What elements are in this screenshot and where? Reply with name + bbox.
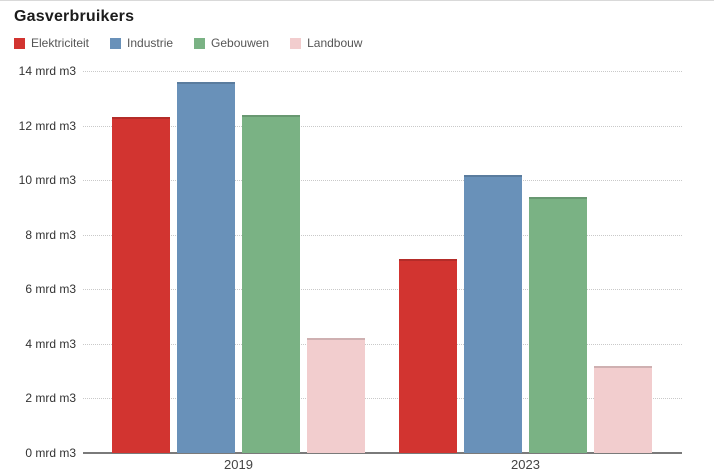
bar-2019-landbouw[interactable]: [307, 338, 365, 453]
legend-swatch-icon: [194, 37, 206, 49]
gridline-10: [83, 180, 682, 182]
x-axis-line: [83, 452, 682, 454]
bar-2019-industrie[interactable]: [177, 82, 235, 453]
legend-label: Elektriciteit: [31, 36, 90, 50]
y-tick-label-6: 6 mrd m3: [25, 282, 76, 297]
legend-item-gebouwen[interactable]: Gebouwen: [194, 36, 269, 50]
chart-legend: Elektriciteit Industrie Gebouwen Landbouw: [14, 36, 362, 50]
y-tick-label-8: 8 mrd m3: [25, 227, 76, 242]
legend-swatch-icon: [110, 37, 122, 49]
y-tick-label-10: 10 mrd m3: [18, 173, 76, 188]
y-tick-label-14: 14 mrd m3: [18, 64, 76, 78]
gridline-4: [83, 343, 682, 345]
y-tick-label-2: 2 mrd m3: [25, 391, 76, 406]
plot-area: [83, 71, 682, 454]
gridline-12: [83, 125, 682, 127]
legend-item-landbouw[interactable]: Landbouw: [290, 36, 362, 50]
bar-2023-industrie[interactable]: [464, 175, 522, 453]
legend-item-industrie[interactable]: Industrie: [110, 36, 173, 50]
bar-2023-elektriciteit[interactable]: [399, 259, 457, 453]
gridline-2: [83, 398, 682, 400]
legend-swatch-icon: [14, 37, 25, 49]
y-tick-label-12: 12 mrd m3: [18, 118, 76, 133]
legend-label: Gebouwen: [211, 36, 270, 50]
gridline-8: [83, 234, 682, 236]
gridline-6: [83, 289, 682, 291]
x-tick-label-2019: 2019: [224, 457, 253, 472]
bar-2023-landbouw[interactable]: [594, 366, 652, 453]
bar-2019-gebouwen[interactable]: [242, 115, 300, 453]
legend-item-elektriciteit[interactable]: Elektriciteit: [14, 36, 89, 50]
gridline-14: [83, 71, 682, 72]
y-tick-label-0: 0 mrd m3: [25, 446, 76, 460]
chart-title: Gasverbruikers: [14, 8, 135, 25]
legend-label: Landbouw: [307, 36, 363, 50]
y-tick-label-4: 4 mrd m3: [25, 336, 76, 351]
bar-2023-gebouwen[interactable]: [529, 197, 587, 453]
legend-swatch-icon: [290, 37, 302, 49]
bar-2019-elektriciteit[interactable]: [112, 117, 170, 453]
legend-label: Industrie: [127, 36, 174, 50]
x-tick-label-2023: 2023: [511, 457, 540, 472]
